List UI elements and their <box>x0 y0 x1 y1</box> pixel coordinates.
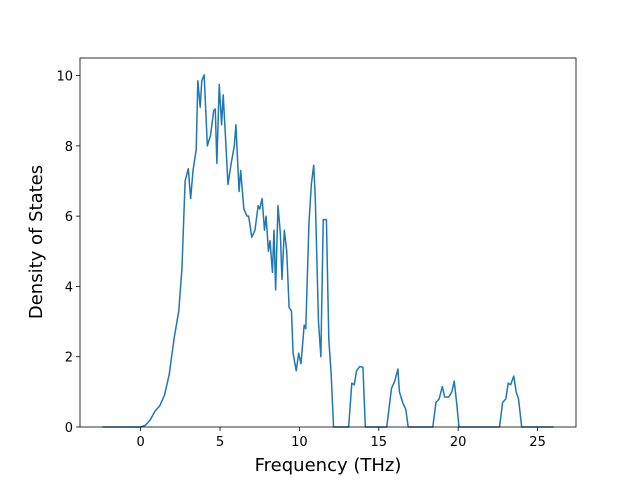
x-axis-label: Frequency (THz) <box>255 455 402 476</box>
x-tick-label: 25 <box>529 435 546 450</box>
y-tick-label: 4 <box>65 280 73 295</box>
y-tick-label: 10 <box>56 70 73 85</box>
x-tick-label: 0 <box>137 435 145 450</box>
y-axis-label: Density of States <box>26 165 47 319</box>
x-tick-label: 15 <box>371 435 388 450</box>
y-tick-label: 6 <box>65 210 73 225</box>
plot-frame <box>79 57 577 428</box>
y-tick-label: 8 <box>65 140 73 155</box>
y-tick-label: 2 <box>65 351 73 366</box>
x-tick-label: 5 <box>216 435 224 450</box>
data-line <box>102 74 554 428</box>
y-tick-label: 0 <box>65 421 73 436</box>
x-tick-label: 10 <box>291 435 308 450</box>
x-tick-label: 20 <box>450 435 467 450</box>
